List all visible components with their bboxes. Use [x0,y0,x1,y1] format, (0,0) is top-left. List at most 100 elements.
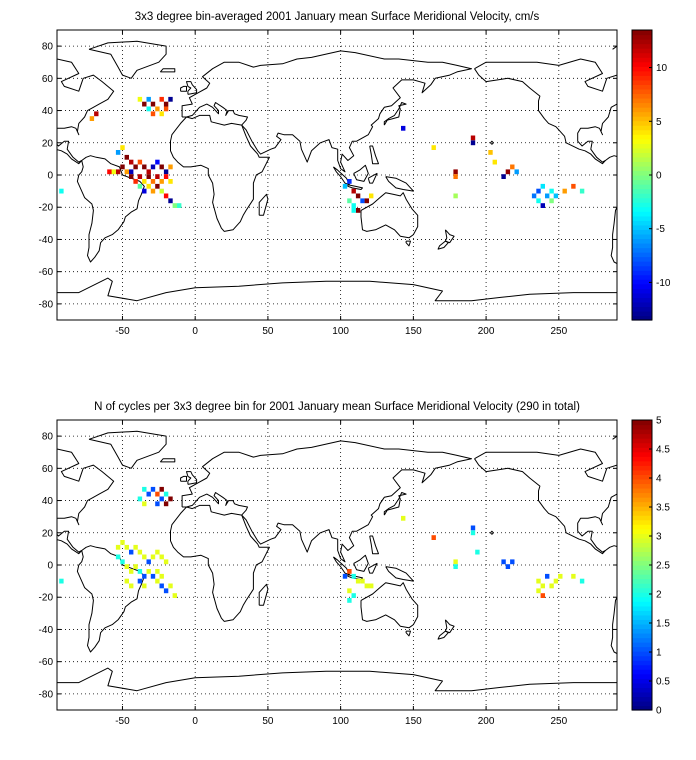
colorbar-segment [632,565,652,571]
data-cell [124,169,129,175]
data-cell [142,188,147,194]
plot-content [57,420,617,710]
colorbar-tick-label: -10 [656,278,671,289]
data-cell [401,515,406,521]
y-tick-label: -40 [39,235,54,246]
data-cell [59,578,64,584]
colorbar-segment [632,705,652,711]
data-cell [124,154,129,160]
colorbar-segment [632,84,652,90]
colorbar-segment [632,129,652,135]
data-cell [562,188,567,194]
data-cell [351,188,356,194]
colorbar-segment [632,301,652,308]
colorbar-segment [632,546,652,553]
data-cell [142,554,147,560]
data-cell [59,188,64,194]
coastline [369,145,379,165]
coastline [385,176,414,192]
colorbar-segment [632,642,652,648]
colorbar-segment [632,79,652,85]
colorbar-segment [632,252,652,258]
data-cell [558,573,563,579]
coastline [347,184,363,190]
colorbar-segment [632,138,652,144]
data-cell [155,174,160,179]
colorbar-segment [632,43,652,49]
colorbar-segment [632,75,652,81]
coastline [369,535,379,555]
data-cell [168,96,173,102]
data-cell [369,193,374,199]
data-cell [150,164,156,170]
colorbar-segment [632,460,652,466]
data-cell [155,183,160,189]
data-cell [159,573,164,579]
coastline [353,554,369,572]
colorbar-segment [632,283,652,289]
x-tick-label: 250 [550,716,567,727]
colorbar-segment [632,120,652,126]
colorbar-segment [632,619,652,625]
colorbar-tick-label: 3.5 [656,503,670,514]
data-cell [549,188,554,194]
colorbar-tick-label: 2 [656,590,662,601]
y-tick-label: -60 [39,657,54,668]
data-cell [155,501,160,507]
colorbar-segment [632,175,652,181]
data-cell [124,578,129,584]
data-cell [146,569,151,574]
colorbar-segment [632,574,652,580]
colorbar-segment [632,456,652,462]
data-cell [470,525,476,531]
colorbar-segment [632,197,652,203]
coastline [332,166,350,186]
colorbar-segment [632,193,652,199]
coastline [353,164,369,182]
colorbar-segment [632,560,652,566]
colorbar-tick-label: 4 [656,474,662,485]
colorbar-tick-label: 5 [656,416,662,427]
colorbar-segment [632,107,652,113]
colorbar-segment [632,447,652,453]
data-cell [133,179,138,184]
colorbar-segment [632,206,652,212]
colorbar-segment [632,515,652,521]
colorbar-segment [632,551,652,557]
data-cell [172,203,177,208]
data-cell [351,593,356,598]
x-tick-label: 150 [405,326,422,337]
y-tick-label: -60 [39,267,54,278]
colorbar-segment [632,297,652,303]
coastline [360,192,419,239]
colorbar-segment [632,202,652,208]
colorbar-segment [632,270,652,276]
colorbar-segment [632,524,652,530]
data-cell [142,164,147,170]
data-cell [137,96,143,102]
data-cell [364,583,369,589]
data-cell [540,183,545,189]
data-cell [120,164,125,170]
coastline [474,68,617,165]
data-cell [159,111,164,117]
colorbar-segment [632,429,652,435]
data-cell [549,583,554,589]
y-tick-label: 80 [42,432,54,443]
colorbar-tick-label: 1 [656,648,662,659]
y-tick-label: 20 [42,528,54,539]
colorbar-segment [632,184,652,190]
colorbar-tick-label: 3 [656,532,662,543]
data-cell [453,559,458,565]
coastline [405,630,411,637]
coastline [57,667,617,692]
colorbar-segment [632,211,652,217]
data-cell [124,564,129,569]
colorbar-segment [632,623,652,630]
data-cell [155,491,160,497]
data-cell [453,564,458,569]
colorbar-segment [632,628,652,634]
coastline [474,58,617,92]
colorbar-segment [632,506,652,512]
data-cell [360,578,365,584]
